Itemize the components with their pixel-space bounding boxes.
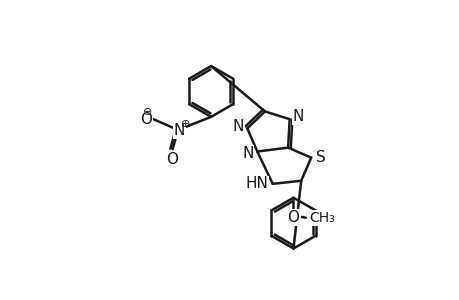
- Text: N: N: [174, 123, 185, 138]
- Text: HN: HN: [245, 176, 268, 191]
- Text: ⊖: ⊖: [142, 107, 151, 117]
- Text: N: N: [241, 146, 253, 160]
- Text: O: O: [166, 152, 178, 167]
- Text: O: O: [287, 210, 299, 225]
- Text: N: N: [232, 119, 244, 134]
- Text: CH₃: CH₃: [308, 211, 334, 225]
- Text: ⊕: ⊕: [181, 119, 190, 129]
- Text: O: O: [140, 112, 151, 127]
- Text: S: S: [315, 150, 325, 165]
- Text: N: N: [292, 110, 303, 124]
